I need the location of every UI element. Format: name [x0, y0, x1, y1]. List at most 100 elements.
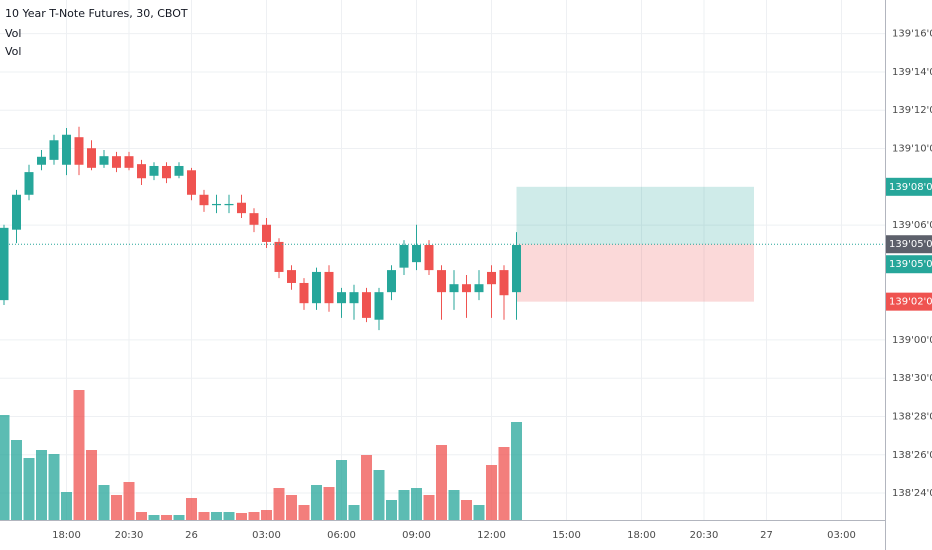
volume-bar — [11, 440, 22, 520]
volume-bar — [423, 495, 435, 520]
candle-body — [324, 271, 334, 304]
volume-bar — [236, 513, 247, 520]
entry-price-label: 139'05'0 — [889, 239, 932, 250]
volume-bar — [136, 512, 147, 520]
volume-bar — [448, 490, 460, 520]
candle-body — [487, 271, 496, 285]
volume-bar — [211, 512, 222, 520]
candle-body — [12, 194, 21, 230]
volume-bar — [148, 515, 160, 520]
volume-bar — [248, 512, 260, 520]
y-tick-label: 138'30'0 — [892, 373, 932, 384]
volume-bar — [98, 485, 110, 520]
volume-bar — [0, 415, 10, 520]
y-tick-label: 138'24'0 — [892, 488, 932, 499]
stop-price-label: 139'02'0 — [889, 297, 932, 308]
candle-body — [137, 164, 146, 179]
volume-bar — [198, 512, 210, 520]
x-tick-label: 27 — [760, 530, 773, 541]
candle-body — [424, 244, 434, 271]
volume-bar — [161, 515, 172, 520]
candle-body — [462, 284, 471, 293]
volume-bar — [411, 488, 422, 520]
target-price-label: 139'08'0 — [889, 182, 932, 193]
volume-bar — [61, 492, 72, 520]
candle-body — [87, 148, 96, 168]
y-tick-label: 138'28'0 — [892, 411, 932, 422]
y-tick-label: 139'00'0 — [892, 335, 932, 346]
x-tick-label: 18:00 — [52, 530, 81, 541]
volume-bar — [223, 512, 235, 520]
x-tick-label: 15:00 — [552, 530, 581, 541]
x-tick-label: 03:00 — [827, 530, 856, 541]
last-price-label-bg — [886, 255, 932, 274]
candle-body — [62, 134, 71, 165]
candle-body — [387, 270, 396, 293]
volume-bar — [486, 465, 497, 520]
candle-body — [349, 292, 359, 304]
candle-body — [112, 156, 121, 168]
volume-bar — [511, 422, 522, 520]
volume-bar — [311, 485, 322, 520]
chart-title: 10 Year T-Note Futures, 30, CBOT — [5, 7, 188, 20]
candle-body — [312, 271, 321, 304]
x-tick-label: 18:00 — [627, 530, 656, 541]
candle-body — [362, 292, 371, 318]
volume-bar — [186, 498, 197, 520]
volume-bar — [498, 447, 510, 520]
target-price-label-bg — [886, 177, 932, 196]
volume-bar — [173, 515, 185, 520]
candle-body — [74, 137, 84, 165]
y-tick-label: 139'06'0 — [892, 220, 932, 231]
candle-body — [49, 140, 59, 160]
candle-body — [199, 194, 209, 206]
volume-bar — [323, 487, 335, 520]
candle-body — [224, 203, 234, 206]
candle-body — [337, 292, 346, 304]
volume-bar — [86, 450, 97, 520]
volume-bar — [348, 505, 360, 520]
y-tick-label: 139'12'0 — [892, 105, 932, 116]
grid — [0, 0, 885, 520]
candle-body — [249, 213, 259, 225]
x-tick-label: 26 — [185, 530, 198, 541]
y-tick-label: 138'26'0 — [892, 450, 932, 461]
candle-body — [474, 284, 484, 293]
candle-body — [262, 224, 271, 242]
x-tick-label: 09:00 — [402, 530, 431, 541]
candle-body — [399, 244, 409, 268]
stop-loss-zone — [516, 244, 754, 302]
volume-bar — [261, 510, 272, 520]
labels: 139'16'0 139'14'0 139'12'0 139'10'0 139'06'0… — [52, 29, 932, 541]
volume-bar — [48, 454, 60, 520]
stop-price-label-bg — [886, 292, 932, 311]
x-tick-label: 20:30 — [690, 530, 719, 541]
candle-body — [512, 244, 521, 293]
volume-bar — [286, 495, 297, 520]
candle-body — [37, 156, 46, 165]
candle-body — [274, 241, 284, 272]
x-tick-label: 20:30 — [115, 530, 144, 541]
candle-body — [24, 172, 34, 195]
volume-bar — [336, 460, 347, 520]
candle-body — [499, 270, 509, 296]
candle-body — [412, 244, 421, 263]
y-tick-label: 139'10'0 — [892, 144, 932, 155]
x-tick-label: 03:00 — [252, 530, 281, 541]
volume-bar — [373, 470, 385, 520]
volume-bar — [398, 490, 410, 520]
volume-bar — [111, 495, 122, 520]
volume-bar — [461, 500, 472, 520]
candle-body — [99, 156, 109, 165]
volume-bar — [473, 505, 485, 520]
candle-body — [162, 165, 171, 179]
candle-body — [0, 227, 9, 301]
take-profit-zone — [516, 186, 754, 245]
candle-body — [212, 203, 221, 206]
volume-bar — [73, 390, 85, 520]
x-tick-label: 12:00 — [477, 530, 506, 541]
y-tick-label: 139'14'0 — [892, 67, 932, 78]
candle-body — [237, 202, 246, 214]
